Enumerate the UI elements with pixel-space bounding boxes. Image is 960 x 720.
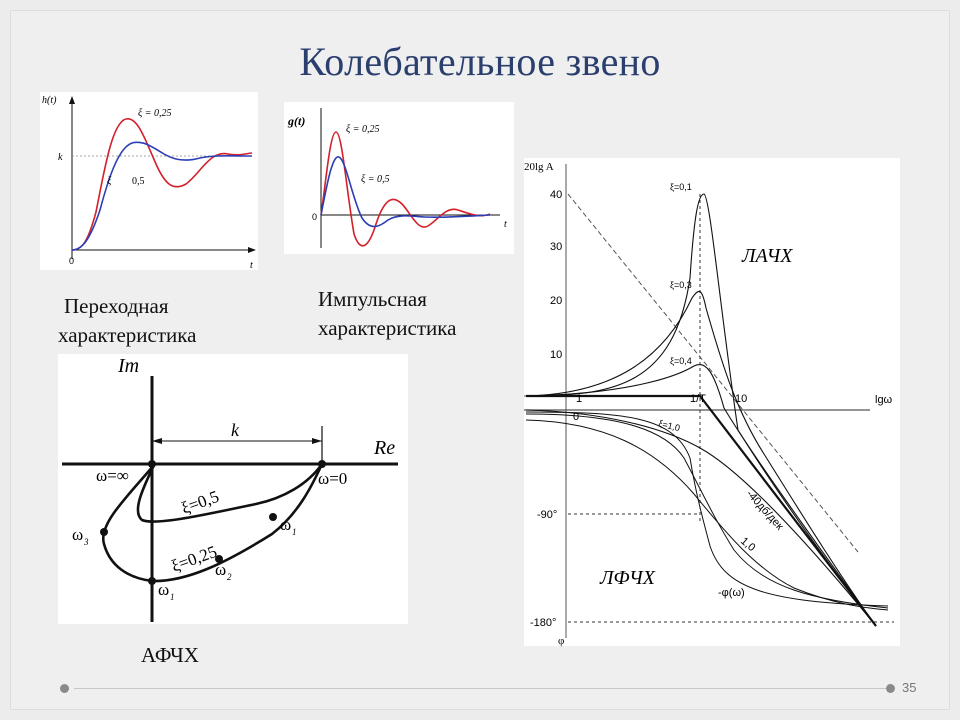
point-omega1-top <box>269 513 277 521</box>
tick-1T: 1/T <box>690 393 706 405</box>
h-curve1-label: ξ = 0,25 <box>138 108 172 119</box>
impulse-curve-xi-025 <box>320 131 491 247</box>
point-omega3 <box>100 528 108 536</box>
lfchx-label: ЛФЧХ <box>599 567 656 589</box>
bottom-left-dot <box>60 684 69 693</box>
im-label: Im <box>117 355 139 377</box>
omega-inf-label: ω=∞ <box>96 466 129 485</box>
phi-label: φ <box>558 635 564 647</box>
slope-label: -40дб/дек <box>744 488 786 533</box>
h-axis-x-arrow <box>248 247 256 253</box>
bode-plot: 20lg A lgω 40 30 20 10 0 1 -90° -180° φ … <box>524 158 900 647</box>
omega1-low-sub: 1 <box>170 592 175 602</box>
phase-xi-10 <box>525 419 889 611</box>
impulse-response-plot: g(t) t 0 ξ = 0,25 ξ = 0,5 <box>284 102 514 254</box>
bottom-right-dot <box>886 684 895 693</box>
tick-0: 0 <box>573 411 579 423</box>
re-label: Re <box>373 437 395 459</box>
slide-title: Колебательное звено <box>299 39 661 84</box>
point-omega-inf <box>148 460 156 468</box>
xi-04-label: ξ=0,4 <box>670 356 692 366</box>
k-arrow-right <box>312 438 322 444</box>
asymptote-dashed <box>567 193 859 553</box>
bode-asymptote <box>526 394 877 627</box>
h-curve2-val-label: 0,5 <box>132 176 145 187</box>
impulse-curve-xi-05 <box>320 156 491 228</box>
tick-10: 10 <box>550 349 562 361</box>
tick-40: 40 <box>550 189 562 201</box>
h-x-axis-label: t <box>250 260 253 271</box>
phase-curve-label: -φ(ω) <box>718 587 745 599</box>
bottom-rule <box>74 688 886 689</box>
g-axis-label: g(t) <box>287 114 305 128</box>
nyquist-svg: Im Re k ω=∞ ω=0 ω 1 ω 2 ω 1 ω 3 ξ=0,5 ξ=… <box>62 355 398 622</box>
tick-minus90: -90° <box>537 509 557 521</box>
xi-01-label: ξ=0,1 <box>670 182 692 192</box>
tick-1: 1 <box>576 393 582 405</box>
h-axis-y-arrow <box>69 96 75 104</box>
omega3-label: ω <box>72 525 83 544</box>
lachx-label: ЛАЧХ <box>741 245 793 267</box>
omega2-sub: 2 <box>227 572 232 582</box>
impulse-caption-line1: Импульсная <box>318 287 427 311</box>
omega2-label: ω <box>215 560 226 579</box>
nyquist-plot: Im Re k ω=∞ ω=0 ω 1 ω 2 ω 1 ω 3 ξ=0,5 ξ=… <box>58 354 408 624</box>
phase-xi-01 <box>525 411 889 607</box>
lachx-xi-10 <box>525 409 877 627</box>
omega1-top-label: ω <box>280 515 291 534</box>
point-omega1-low <box>148 577 156 585</box>
h-origin-label: 0 <box>69 256 74 266</box>
lachx-xi-04 <box>525 364 877 627</box>
tick-minus180: -180° <box>530 617 556 629</box>
nyquist-curve-xi-05 <box>136 463 324 523</box>
impulse-response-svg: g(t) t 0 ξ = 0,25 ξ = 0,5 <box>287 108 507 248</box>
bode-svg: 20lg A lgω 40 30 20 10 0 1 -90° -180° φ … <box>524 161 894 647</box>
g-curve1-label: ξ = 0,25 <box>346 124 380 135</box>
g-curve2-label: ξ = 0,5 <box>361 174 390 185</box>
g-origin-label: 0 <box>312 212 317 222</box>
tick-10x: 10 <box>735 393 747 405</box>
step-caption-2: характеристика <box>58 321 196 350</box>
omega-zero-label: ω=0 <box>318 469 347 488</box>
phase-xi-03 <box>525 413 889 609</box>
point-omega2 <box>215 555 223 563</box>
omega1-top-sub: 1 <box>292 527 297 537</box>
phase-xi-10-label: 1,0 <box>738 535 757 554</box>
k-label: k <box>231 420 240 440</box>
omega3-sub: 3 <box>83 537 89 547</box>
h-axis-label: h(t) <box>42 95 57 106</box>
step-caption-line1: Переходная <box>64 294 169 318</box>
page-number: 35 <box>902 680 917 695</box>
step-caption: Переходная <box>64 292 169 321</box>
impulse-caption: Импульсная характеристика <box>318 285 456 343</box>
nyquist-caption: АФЧХ <box>141 643 199 667</box>
bode-x-axis-label: lgω <box>875 394 893 406</box>
step-curve-xi-025 <box>71 118 253 251</box>
lachx-xi-03 <box>525 290 877 627</box>
point-omega-zero <box>318 460 326 468</box>
tick-20: 20 <box>550 295 562 307</box>
k-arrow-left <box>152 438 162 444</box>
tick-30: 30 <box>550 241 562 253</box>
h-k-label: k <box>58 152 63 163</box>
bode-y-axis-label: 20lg A <box>524 161 554 173</box>
xi-03-label: ξ=0,3 <box>670 280 692 290</box>
step-curve-xi-05 <box>71 141 253 251</box>
omega1-low-label: ω <box>158 580 169 599</box>
h-curve2-xi-label: ξ <box>107 176 112 187</box>
xi-025-label: ξ=0,25 <box>169 542 220 576</box>
impulse-caption-line2: характеристика <box>318 316 457 340</box>
step-response-plot: h(t) t 0 k ξ = 0,25 ξ 0,5 <box>40 92 258 271</box>
g-x-axis-label: t <box>504 219 507 230</box>
lachx-xi-01 <box>525 193 877 627</box>
step-response-svg: h(t) t 0 k ξ = 0,25 ξ 0,5 <box>42 95 256 271</box>
step-caption-line2: характеристика <box>58 323 197 347</box>
